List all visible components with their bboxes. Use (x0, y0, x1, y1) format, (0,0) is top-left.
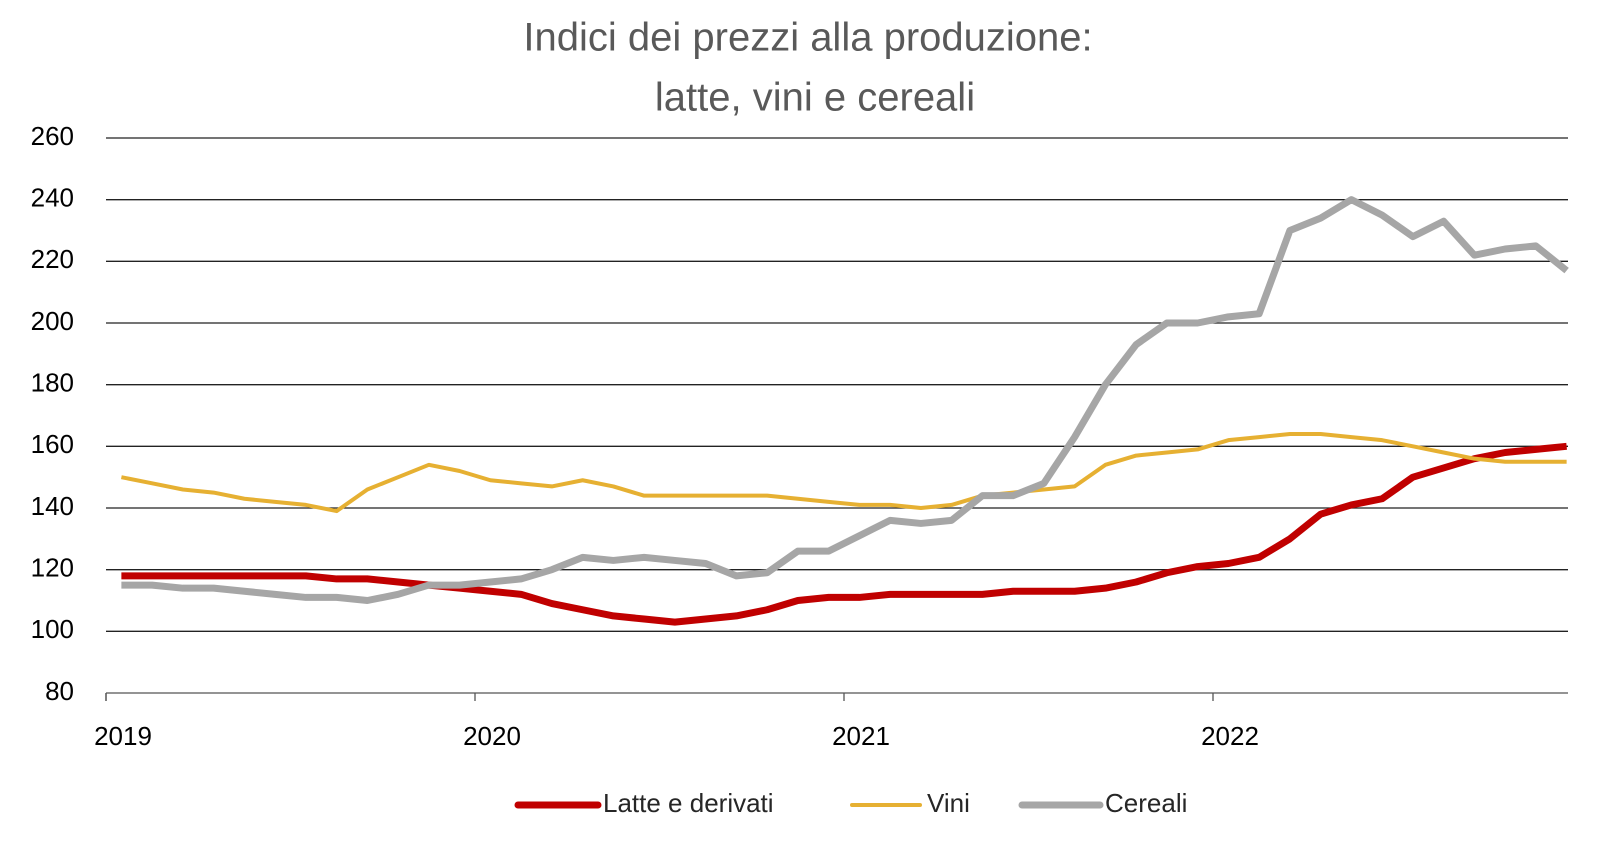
chart-title: latte, vini e cereali (655, 76, 975, 120)
y-tick-label: 160 (31, 429, 74, 459)
y-tick-label: 240 (31, 183, 74, 213)
line-series (120, 432, 1567, 514)
x-tick-label: 2019 (94, 721, 152, 751)
chart-title: Indici dei prezzi alla produzione: (523, 16, 1092, 60)
x-tick-label: 2022 (1201, 721, 1259, 751)
line-series (121, 196, 1569, 604)
y-tick-label: 120 (31, 553, 74, 583)
y-tick-label: 140 (31, 491, 74, 521)
y-tick-label: 180 (31, 368, 74, 398)
x-tick-label: 2021 (832, 721, 890, 751)
y-tick-label: 100 (31, 614, 74, 644)
y-tick-label: 80 (45, 676, 74, 706)
x-tick-label: 2020 (463, 721, 521, 751)
y-tick-label: 260 (31, 121, 74, 151)
y-tick-label: 220 (31, 244, 74, 274)
legend-label: Cereali (1105, 788, 1187, 818)
line-series (121, 442, 1567, 626)
legend-label: Vini (927, 788, 970, 818)
legend-label: Latte e derivati (603, 788, 774, 818)
y-tick-label: 200 (31, 306, 74, 336)
